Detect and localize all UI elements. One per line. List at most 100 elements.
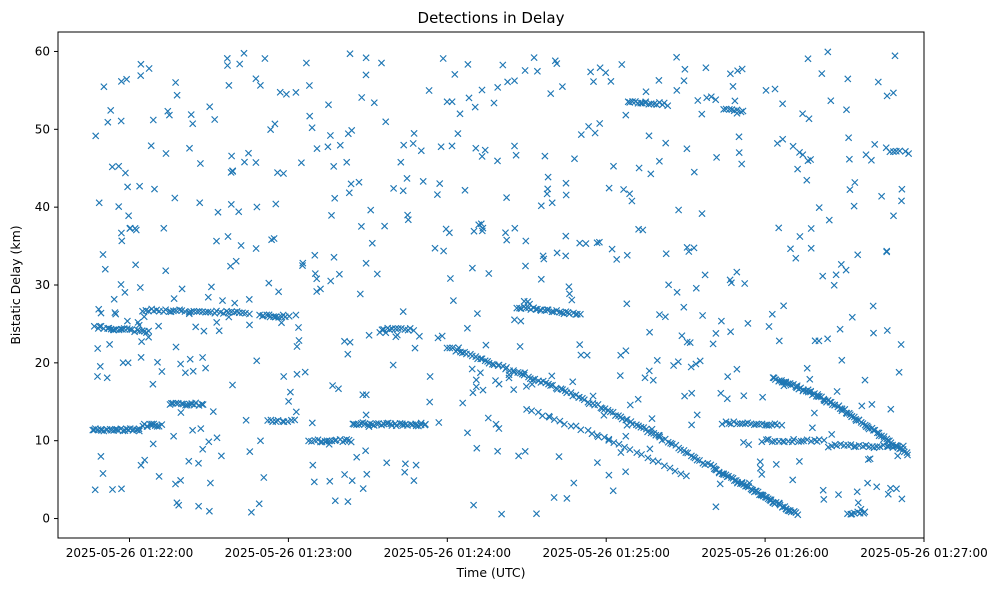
detection-point [372,420,380,428]
detection-point [410,326,418,335]
detection-point [512,151,520,159]
detection-point [662,139,670,147]
detection-point [510,142,519,150]
detection-point [558,83,566,91]
detection-point [397,158,405,166]
detection-point [117,280,125,289]
detection-point [313,287,321,296]
detection-point [273,169,282,177]
detection-point [895,368,903,376]
detection-point [436,180,444,188]
detection-point [635,164,643,172]
detection-point [145,327,153,335]
detection-point [899,442,907,450]
detection-point [475,221,483,229]
detection-point [265,279,273,287]
detection-point [213,318,221,326]
detection-point [786,245,795,253]
detection-point [172,399,180,407]
detection-point [836,325,844,333]
detection-point [677,470,685,478]
detection-point [807,244,815,252]
detection-point [308,124,316,132]
detection-point [245,295,253,303]
detection-point [185,310,193,318]
detection-point [562,252,570,260]
detection-point [242,416,250,424]
detection-point [576,310,584,318]
detection-point [344,498,352,506]
detection-point [123,75,131,83]
detection-point [707,93,715,101]
detection-point [724,373,732,381]
detection-point [291,416,299,424]
detection-point [779,135,787,143]
detection-point [632,421,640,429]
detection-point [359,419,367,427]
detection-point [528,407,536,415]
detection-point [449,297,457,305]
detection-point [553,60,561,68]
detection-point [117,229,125,237]
detection-point [818,70,826,78]
detection-point [758,438,766,446]
detection-point [158,421,166,429]
detection-point [803,176,811,184]
detection-point [807,224,815,233]
detection-point [340,337,349,345]
detection-point [673,53,681,61]
detection-point [804,55,812,63]
detection-point [162,149,170,158]
detection-point [446,344,454,352]
detection-point [185,144,194,152]
detection-point [104,118,112,126]
detection-point [145,64,153,73]
y-tick-label: 20 [35,356,50,370]
x-axis-label: Time (UTC) [455,565,525,580]
detection-point [193,307,201,316]
detection-point [613,255,621,263]
y-tick-label: 40 [35,200,50,214]
detection-point [517,317,525,325]
detection-point [501,229,510,237]
detection-point [439,54,447,63]
detection-point [212,307,221,315]
detection-point [712,96,720,104]
detection-point [667,439,675,447]
detection-point [602,69,610,77]
detection-point [723,395,731,403]
detection-point [538,412,547,420]
detection-point [886,484,895,492]
detection-point [121,288,129,296]
detection-point [399,308,407,316]
detection-point [868,400,876,408]
detection-point [794,165,802,173]
detection-point [655,157,663,165]
detection-point [717,317,725,325]
detection-point [108,163,116,171]
detection-point [850,202,858,210]
detection-point [520,371,528,379]
detection-point [528,380,536,388]
detection-point [227,168,235,176]
detection-point [454,130,462,138]
detection-point [635,225,643,233]
detection-point [331,497,339,505]
detection-point [864,455,872,464]
detection-point [589,392,597,400]
detection-point [779,100,787,108]
detection-point [417,147,425,155]
detection-point [889,212,898,220]
detection-point [665,281,673,289]
detection-point [162,306,170,314]
detection-point [172,78,180,87]
detection-point [442,225,450,233]
detection-point [673,288,681,296]
detection-point [615,440,623,448]
detection-point [207,308,215,316]
detection-point [417,419,425,427]
detection-point [649,457,657,465]
detection-point [393,331,401,339]
detection-point [149,116,157,124]
detection-point [852,417,860,425]
